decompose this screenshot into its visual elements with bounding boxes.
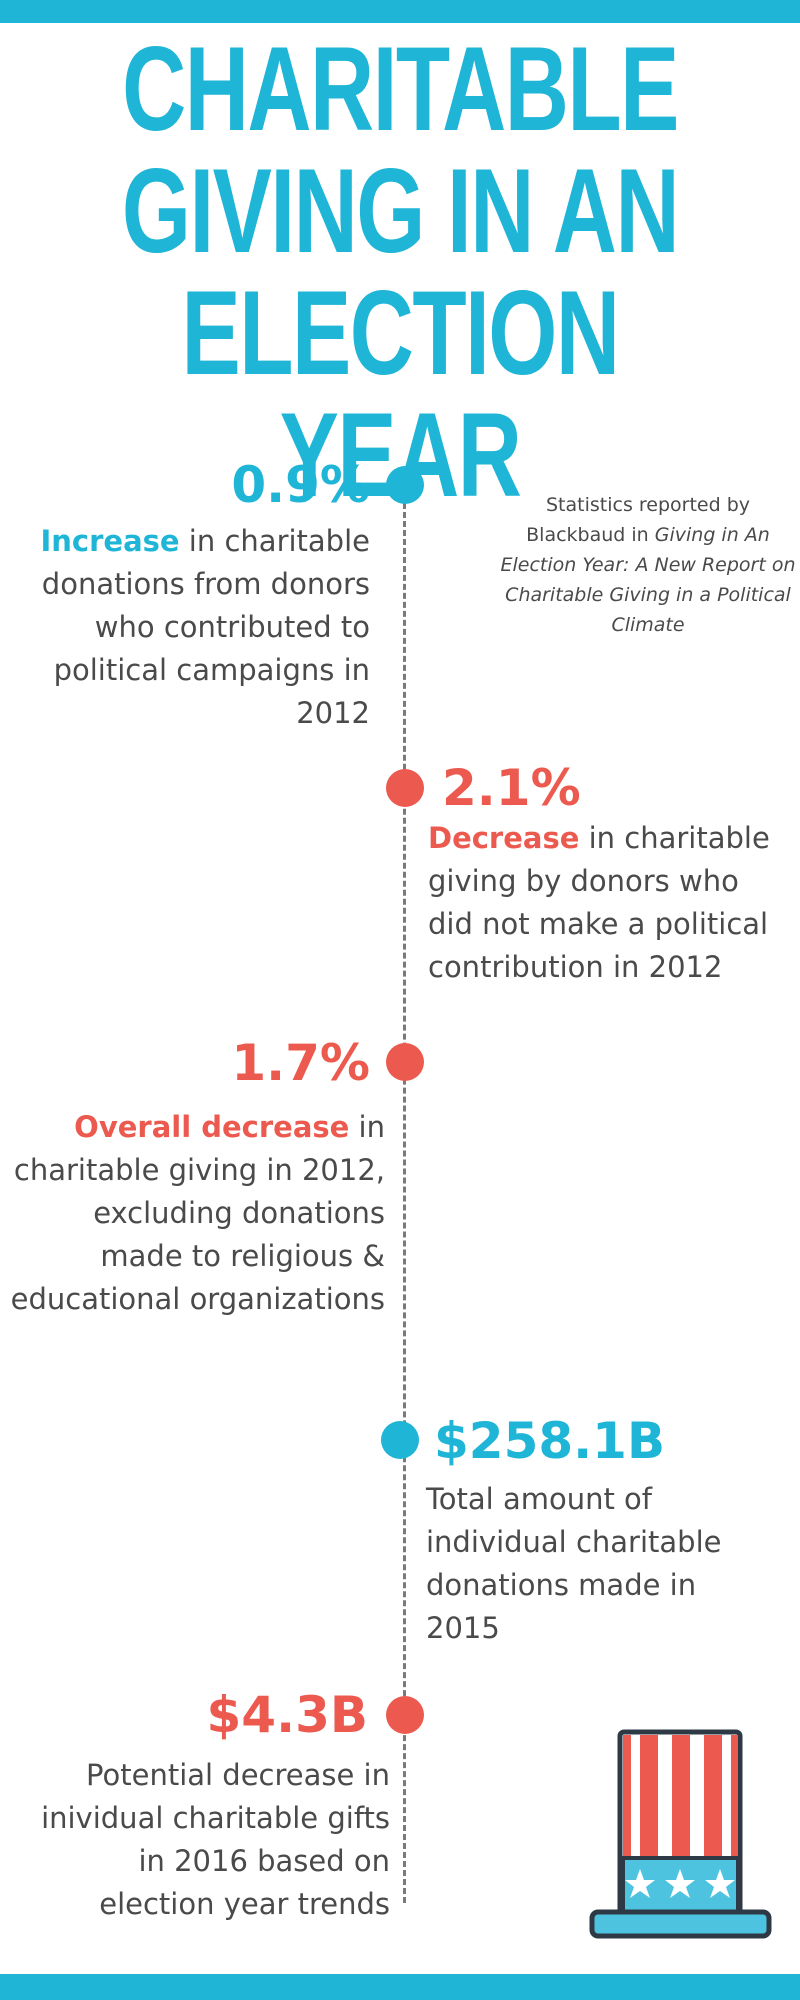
source-prefix: Statistics reported by Blackbaud in: [526, 494, 751, 546]
stat-text-2: in charitable giving by donors who did n…: [428, 821, 770, 984]
title-line-3: ELECTION YEAR: [181, 266, 620, 522]
stat-text-5: Potential decrease in inividual charitab…: [41, 1758, 390, 1921]
stat-text-1: in charitable donations from donors who …: [41, 524, 370, 730]
stat-value-5: $4.3B: [206, 1686, 368, 1744]
stat-text-3: in charitable giving in 2012, excluding …: [10, 1110, 385, 1316]
stat-value-4: $258.1B: [434, 1412, 666, 1470]
stat-desc-3: Overall decrease in charitable giving in…: [5, 1106, 385, 1321]
uncle-sam-hat-icon: [589, 1729, 772, 1939]
timeline-dashed-line: [403, 485, 406, 1903]
stat-desc-1: Increase in charitable donations from do…: [10, 520, 370, 735]
page-title: CHARITABLE GIVING IN AN ELECTION YEAR: [104, 28, 696, 516]
stat-highlight-1: Increase: [40, 524, 180, 558]
stat-text-4: Total amount of individual charitable do…: [426, 1482, 722, 1645]
source-note: Statistics reported by Blackbaud in Givi…: [498, 490, 798, 640]
title-line-2: GIVING IN AN: [121, 144, 680, 278]
timeline-dot-5: [386, 1696, 424, 1734]
stat-value-1: 0.9%: [231, 456, 370, 514]
stat-highlight-3: Overall decrease: [74, 1110, 350, 1144]
bottom-accent-bar: [0, 1974, 800, 2000]
source-report-title: Giving in An Election Year: A New Report…: [500, 524, 796, 636]
stat-value-3: 1.7%: [231, 1034, 370, 1092]
stat-value-2: 2.1%: [442, 759, 581, 817]
stat-highlight-2: Decrease: [428, 821, 580, 855]
timeline-dot-4: [381, 1421, 419, 1459]
timeline-dot-2: [386, 769, 424, 807]
title-line-1: CHARITABLE: [122, 22, 679, 156]
timeline-dot-1: [386, 466, 424, 504]
timeline-dot-3: [386, 1043, 424, 1081]
stat-desc-5: Potential decrease in inividual charitab…: [20, 1754, 390, 1926]
top-accent-bar: [0, 0, 800, 23]
stat-desc-4: Total amount of individual charitable do…: [426, 1478, 746, 1650]
stat-desc-2: Decrease in charitable giving by donors …: [428, 817, 778, 989]
